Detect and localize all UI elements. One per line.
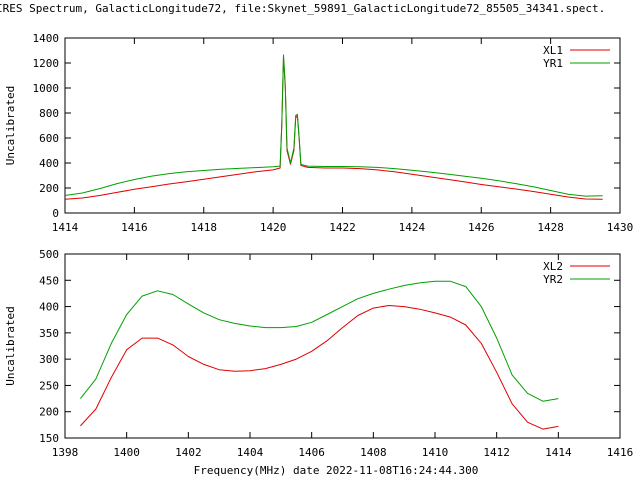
x-axis-label: Frequency(MHz) date 2022-11-08T16:24:44.… [194,464,479,477]
x-tick-label: 1410 [422,446,449,459]
x-tick-label: 1406 [298,446,325,459]
x-tick-label: 1402 [175,446,202,459]
x-tick-label: 1404 [237,446,264,459]
y-tick-label: 300 [39,353,59,366]
x-tick-label: 1416 [607,446,634,459]
x-tick-label: 1426 [468,221,495,234]
series-line-xl1 [64,56,603,200]
y-tick-label: 450 [39,274,59,287]
series-line-yr2 [80,280,559,402]
plot-frame [64,37,621,214]
y-axis-label: Uncalibrated [4,306,17,385]
y-axis-label: Uncalibrated [4,86,17,165]
x-tick-label: 1424 [399,221,426,234]
legend-label-xl1: XL1 [543,44,563,57]
x-tick-label: 1398 [52,446,79,459]
y-tick-label: 800 [39,107,59,120]
y-tick-label: 200 [39,182,59,195]
legend-label-yr2: YR2 [543,273,563,286]
x-tick-label: 1412 [483,446,510,459]
y-tick-label: 250 [39,379,59,392]
x-tick-label: 1416 [121,221,148,234]
x-tick-label: 1428 [537,221,564,234]
y-tick-label: 200 [39,406,59,419]
legend-label-xl2: XL2 [543,260,563,273]
y-tick-label: 400 [39,301,59,314]
top-panel: 1414 1416 1418 1420 1422 1424 1426 1428 1430 0 200… [4,32,633,234]
x-tick-label: 1400 [113,446,140,459]
y-tick-label: 150 [39,432,59,445]
y-tick-label: 600 [39,132,59,145]
y-tick-label: 1400 [33,32,60,45]
x-tick-label: 1430 [607,221,634,234]
x-tick-label: 1414 [545,446,572,459]
chart-title: IRES Spectrum, GalacticLongitude72, file… [0,2,605,15]
series-line-yr1 [64,54,603,197]
y-tick-label: 500 [39,248,59,261]
y-tick-label: 350 [39,327,59,340]
series-line-xl2 [80,305,559,430]
bottom-panel: 1398 1400 1402 1404 1406 1408 1410 1412 1414 1416… [4,248,633,459]
x-tick-label: 1408 [360,446,387,459]
plot-frame [64,253,621,439]
x-tick-label: 1418 [191,221,218,234]
legend-label-yr1: YR1 [543,57,563,70]
y-tick-label: 400 [39,157,59,170]
x-tick-label: 1414 [52,221,79,234]
y-tick-label: 1200 [33,57,60,70]
y-tick-label: 1000 [33,82,60,95]
y-tick-label: 0 [52,207,59,220]
x-tick-label: 1420 [260,221,287,234]
x-tick-label: 1422 [329,221,356,234]
